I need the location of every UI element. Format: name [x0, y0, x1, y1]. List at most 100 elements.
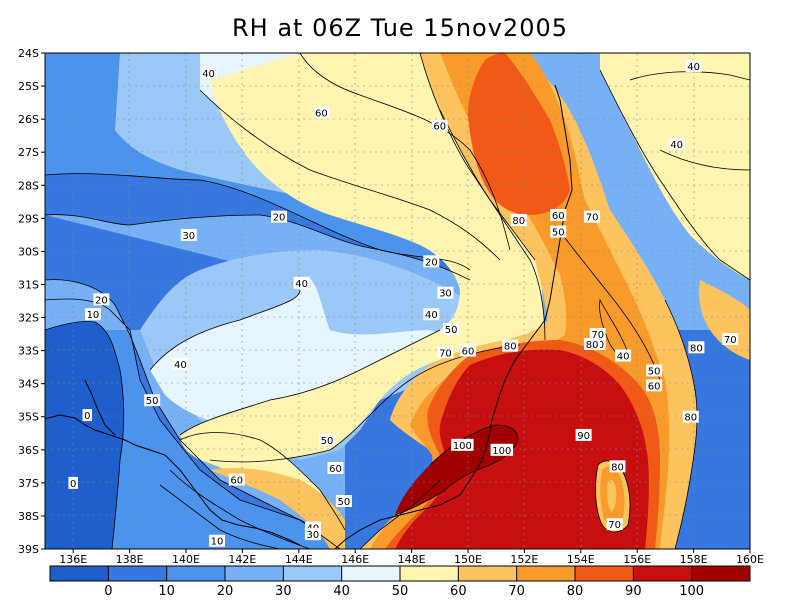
- latitude-axis: 24S 25S 26S 27S 28S 29S 30S 31S 32S 33S 34S 35S 36S 3…: [18, 47, 45, 556]
- colorbar-label: 90: [625, 584, 642, 599]
- lat-tick-label: 25S: [18, 80, 39, 93]
- contour-label: 30: [439, 289, 452, 300]
- contour-lines: [45, 53, 750, 549]
- contour-label: 60: [329, 464, 342, 475]
- contour-label: 0: [70, 479, 76, 490]
- contour-label: 70: [724, 335, 737, 346]
- contour-label: 60: [648, 381, 661, 392]
- contour-label: 80: [684, 413, 697, 424]
- lat-tick-label: 24S: [18, 47, 39, 60]
- rh-band-60: [180, 53, 545, 462]
- colorbar-label: 50: [392, 584, 409, 599]
- contour-label: 50: [648, 366, 661, 377]
- contour-label: 60: [462, 347, 475, 358]
- contour-label-bg: [550, 209, 567, 222]
- contour-label: 40: [174, 360, 187, 371]
- rh-notch-se-core: [607, 480, 617, 512]
- contour-label-bg: [510, 213, 527, 226]
- colorbar-label: 0: [104, 584, 112, 599]
- contour-label-bg: [180, 228, 197, 241]
- lon-tick-label: 150E: [454, 553, 482, 566]
- lon-tick-label: 136E: [59, 553, 87, 566]
- contour-label: 100: [492, 446, 511, 457]
- contour-label-bg: [144, 394, 161, 407]
- contour-label-bg: [423, 308, 440, 321]
- contour-label: 70: [586, 213, 599, 224]
- colorbar-swatch: [575, 566, 634, 581]
- coastline: [45, 84, 573, 549]
- contour-label: 80: [586, 340, 599, 351]
- contour-label-bg: [443, 323, 460, 336]
- colorbar: 0 10 20 30 40 50 60 70 80 90 100: [49, 565, 751, 599]
- contour-label: 80: [504, 342, 517, 353]
- map-gridlines: [45, 53, 750, 549]
- contour-label: 40: [687, 62, 700, 73]
- lon-tick-label: 148E: [398, 553, 426, 566]
- contour-label: 10: [87, 310, 100, 321]
- contour-label-bg: [93, 293, 110, 306]
- lat-tick-label: 39S: [18, 543, 39, 556]
- rh-band-100-core: [395, 425, 518, 515]
- contour-label-bg: [228, 473, 245, 486]
- contour-label-bg: [423, 255, 440, 268]
- rh-band-60-ne: [600, 53, 750, 280]
- contour-label: 40: [670, 140, 683, 151]
- contour-label: 70: [608, 520, 621, 531]
- lon-tick-label: 138E: [116, 553, 144, 566]
- contour-label: 40: [295, 279, 308, 290]
- rh-band-100: [395, 349, 649, 549]
- contour-label-bg: [646, 364, 663, 377]
- contour-label: 80: [512, 216, 525, 227]
- contour-label: 60: [315, 109, 328, 120]
- contour-label-bg: [584, 337, 601, 350]
- colorbar-label: 60: [450, 584, 467, 599]
- contour-label-bg: [609, 460, 626, 473]
- lat-tick-label: 38S: [18, 510, 39, 523]
- lat-tick-label: 33S: [18, 345, 39, 358]
- colorbar-label: 70: [508, 584, 525, 599]
- contour-label: 40: [202, 69, 215, 80]
- contour-label: 50: [338, 497, 351, 508]
- lon-tick-label: 156E: [623, 553, 651, 566]
- contour-label-bg: [437, 286, 454, 299]
- contour-label: 80: [690, 343, 703, 354]
- colorbar-swatch: [108, 566, 168, 581]
- lat-tick-label: 28S: [18, 179, 39, 192]
- contour-label: 70: [591, 330, 604, 341]
- contour-label-bg: [615, 349, 632, 362]
- contour-label: 40: [617, 352, 630, 363]
- lat-tick-label: 26S: [18, 113, 39, 126]
- lat-tick-label: 36S: [18, 444, 39, 457]
- contour-label-bg: [271, 210, 288, 223]
- colorbar-label: 10: [158, 584, 175, 599]
- lon-tick-label: 146E: [341, 553, 369, 566]
- colorbar-label: 30: [275, 584, 292, 599]
- contour-label: 60: [230, 476, 243, 487]
- contour-label-bg: [293, 276, 310, 289]
- colorbar-label: 40: [333, 584, 350, 599]
- colorbar-swatch: [225, 566, 284, 581]
- rh-band-50-mid: [150, 277, 441, 430]
- contour-label-bg: [84, 308, 101, 321]
- contour-label: 50: [552, 228, 565, 239]
- colorbar-swatch: [400, 566, 459, 581]
- contour-label-bg: [682, 410, 699, 423]
- contour-label-bg: [460, 344, 476, 357]
- contour-label-bg: [606, 518, 623, 531]
- lat-tick-label: 35S: [18, 411, 39, 424]
- lat-tick-label: 32S: [18, 312, 39, 325]
- rh-field: [45, 53, 750, 549]
- contour-label-bg: [550, 225, 567, 238]
- contour-label-bg: [722, 333, 739, 346]
- contour-label: 30: [307, 530, 320, 541]
- contour-label-bg: [304, 528, 321, 541]
- lon-tick-label: 144E: [285, 553, 313, 566]
- contour-label-bg: [589, 328, 606, 341]
- contour-label-bg: [327, 461, 344, 474]
- contour-label-bg: [209, 534, 226, 547]
- contour-label-bg: [68, 476, 78, 489]
- contour-label-bg: [82, 409, 93, 422]
- contour-label-bg: [200, 66, 217, 79]
- colorbar-swatch: [516, 566, 576, 581]
